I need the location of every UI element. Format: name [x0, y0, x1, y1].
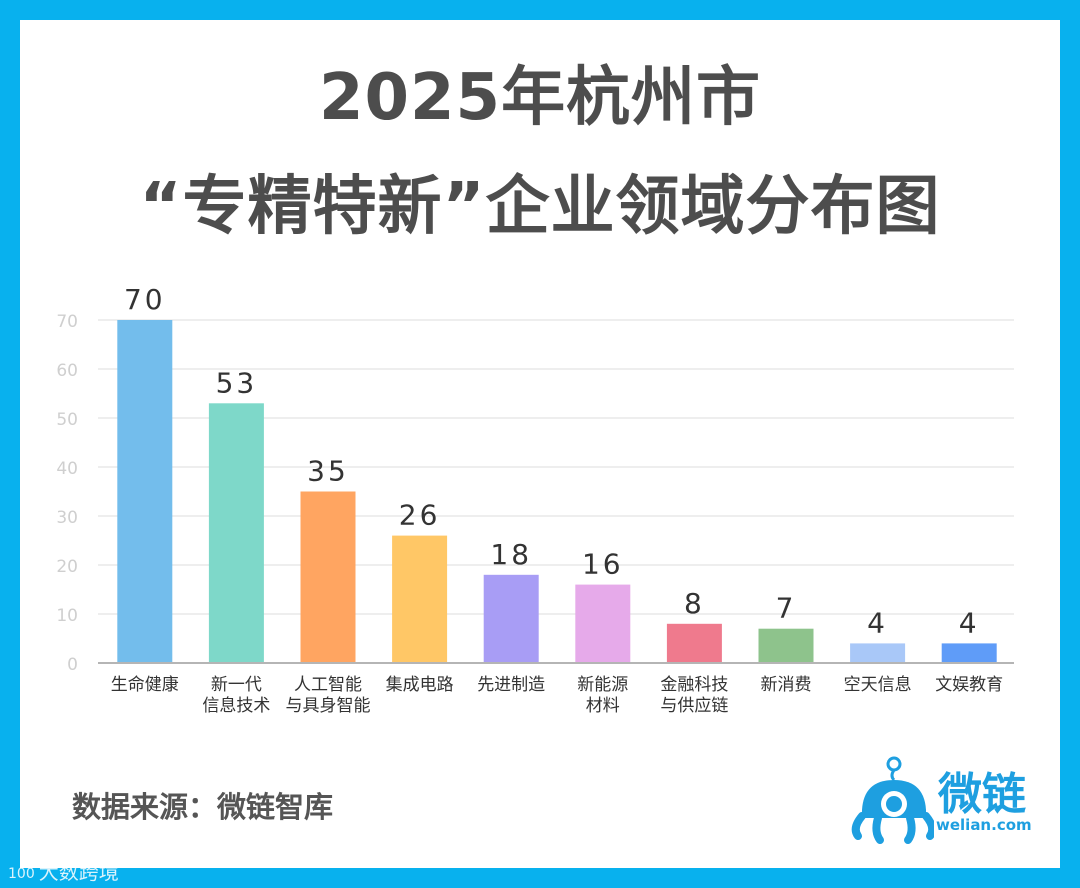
bar [300, 491, 356, 663]
watermark-text: 大数跨境 [38, 860, 119, 884]
logo-url: welian.com [936, 816, 1032, 834]
data-label: 18 [490, 538, 532, 571]
data-label: 26 [399, 499, 441, 532]
x-tick-label: 新一代 [211, 675, 262, 695]
x-tick-label: 集成电路 [386, 675, 454, 695]
chart-card: 2025年杭州市 “专精特新”企业领域分布图 0 10 20 30 40 50 60 70 70… [20, 20, 1060, 868]
data-label: 4 [867, 606, 888, 639]
data-label: 35 [307, 455, 349, 488]
x-tick-label: 文娱教育 [935, 675, 1003, 695]
data-label: 70 [124, 283, 166, 316]
logo-name: 微链 [938, 769, 1026, 820]
x-tick-label: 与供应链 [660, 696, 728, 716]
bar [666, 623, 722, 663]
bar [392, 535, 448, 663]
x-tick-label: 金融科技 [660, 675, 728, 695]
chart-title-line1: 2025年杭州市 [318, 61, 762, 135]
x-tick-label: 人工智能 [294, 675, 362, 695]
y-tick-label: 10 [56, 606, 78, 626]
x-tick-label: 空天信息 [844, 675, 912, 695]
x-tick-label: 与具身智能 [286, 696, 371, 716]
x-tick-label: 生命健康 [111, 675, 179, 695]
x-tick-label: 新消费 [761, 675, 812, 695]
data-source: 数据来源：微链智库 [72, 790, 334, 824]
y-tick-label: 30 [56, 508, 78, 528]
y-tick-label: 50 [56, 410, 78, 430]
y-tick-label: 40 [56, 459, 78, 479]
watermark: 100 大数跨境 [8, 856, 119, 885]
chart-title-line2: “专精特新”企业领域分布图 [139, 170, 941, 244]
data-label: 4 [959, 606, 980, 639]
x-tick-label: 新能源 [577, 675, 628, 695]
data-label: 8 [684, 587, 705, 620]
data-label: 16 [582, 548, 624, 581]
bar [758, 628, 814, 663]
bar [850, 643, 906, 663]
bar [208, 403, 264, 663]
x-tick-label: 信息技术 [202, 696, 270, 716]
bar [117, 320, 173, 663]
data-label: 53 [216, 366, 258, 399]
y-tick-label: 0 [67, 655, 78, 675]
bar [483, 574, 539, 663]
x-tick-label: 材料 [586, 696, 620, 716]
bar [941, 643, 997, 663]
y-tick-label: 70 [56, 312, 78, 332]
y-tick-label: 60 [56, 361, 78, 381]
data-label: 7 [776, 592, 797, 625]
y-tick-label: 20 [56, 557, 78, 577]
bar [575, 584, 631, 663]
welian-logo: 微链 welian.com [850, 754, 1032, 854]
octopus-mascot-icon [851, 756, 937, 844]
x-tick-label: 先进制造 [477, 675, 545, 695]
watermark-badge-icon: 100 [8, 865, 35, 882]
